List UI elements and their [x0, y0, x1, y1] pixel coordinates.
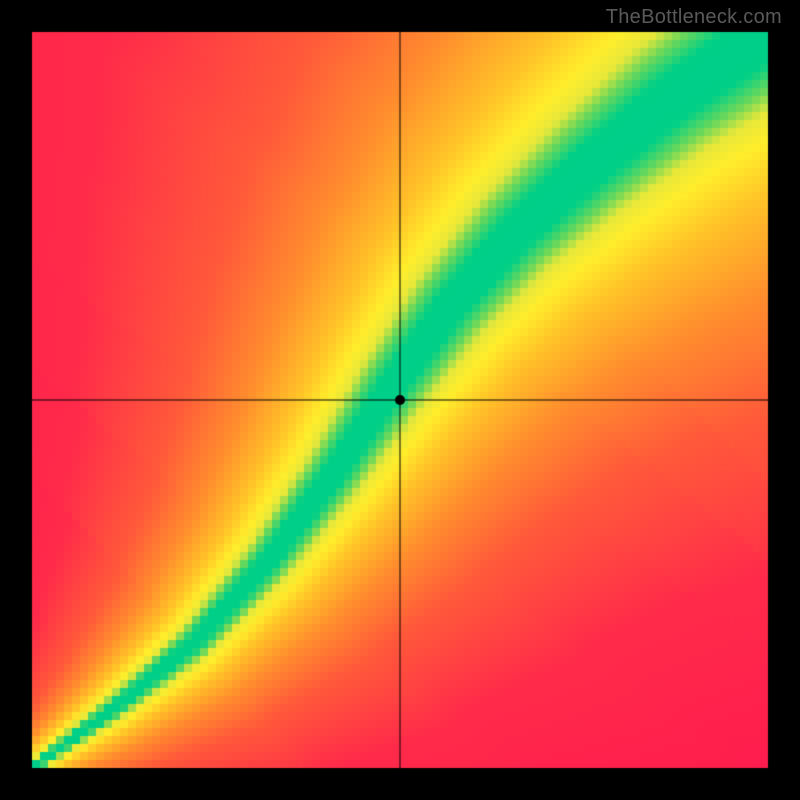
bottleneck-heatmap	[0, 0, 800, 800]
watermark-text: TheBottleneck.com	[606, 6, 782, 29]
